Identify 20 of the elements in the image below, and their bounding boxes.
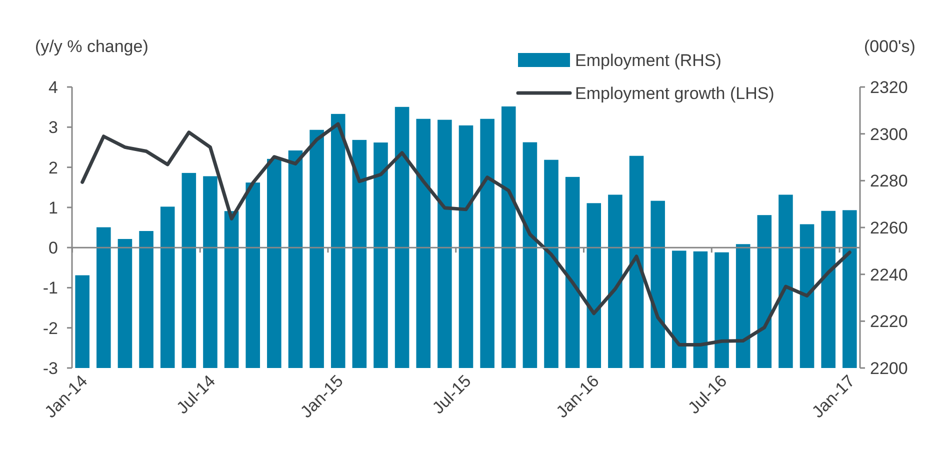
y2-tick-label: 2220 [870, 312, 908, 332]
y-tick-label: 3 [48, 118, 58, 138]
y2-tick-label: 2300 [870, 124, 908, 144]
y-tick-label: -1 [42, 278, 58, 298]
legend-label: Employment (RHS) [575, 51, 722, 70]
y2-tick-label: 2280 [870, 172, 908, 191]
y-axis-title: (y/y % change) [35, 37, 148, 56]
y2-tick-label: 2260 [870, 218, 908, 238]
y2-tick-label: 2240 [870, 265, 908, 284]
y2-tick-label: 2200 [870, 359, 908, 378]
y-tick-label: 2 [48, 158, 58, 178]
y-tick-label: -2 [42, 318, 58, 338]
line-series [80, 122, 852, 346]
legend-label: Employment growth (LHS) [575, 84, 774, 103]
y-tick-label: 0 [48, 238, 58, 258]
y-tick-label: -3 [42, 359, 58, 378]
y-tick-label: 1 [48, 198, 58, 218]
y2-tick-label: 2320 [870, 78, 908, 97]
y2-axis-title: (000's) [864, 37, 916, 56]
y-tick-label: 4 [48, 78, 58, 97]
